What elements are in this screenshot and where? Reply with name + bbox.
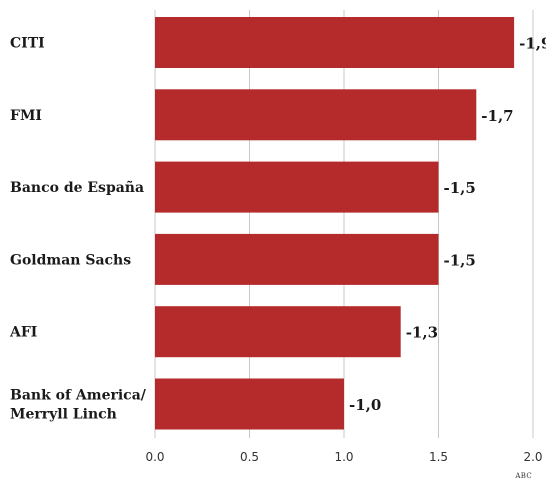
bar <box>155 306 401 358</box>
x-tick-label: 1.5 <box>429 450 448 464</box>
value-label: -1,7 <box>481 107 513 125</box>
bar <box>155 89 477 141</box>
x-tick-label: 1.0 <box>334 450 353 464</box>
gridlines <box>154 10 534 438</box>
x-axis-ticks: 0.0 0.5 1.0 1.5 2.0 <box>145 450 542 464</box>
labels: CITI -1,9 FMI -1,7 Banco de España -1,5 Goldma… <box>9 35 546 423</box>
bar <box>155 378 344 430</box>
bar <box>155 161 439 213</box>
category-label: Bank of America/Merryll Linch <box>10 388 147 423</box>
source-credit: ABC <box>514 472 532 480</box>
value-label: -1,3 <box>406 324 438 342</box>
bars <box>155 17 515 430</box>
bar <box>155 233 439 285</box>
x-tick-label: 2.0 <box>523 450 542 464</box>
value-label: -1,5 <box>444 179 476 197</box>
category-label: Goldman Sachs <box>10 252 131 268</box>
bar <box>155 17 515 68</box>
x-tick-label: 0.5 <box>240 450 259 464</box>
category-label: FMI <box>10 108 42 124</box>
value-label: -1,0 <box>349 396 381 414</box>
value-label: -1,9 <box>519 35 546 53</box>
category-label: CITI <box>10 36 45 52</box>
category-label: AFI <box>9 325 37 341</box>
x-tick-label: 0.0 <box>145 450 164 464</box>
value-label: -1,5 <box>444 251 476 269</box>
category-label: Banco de España <box>10 179 144 196</box>
